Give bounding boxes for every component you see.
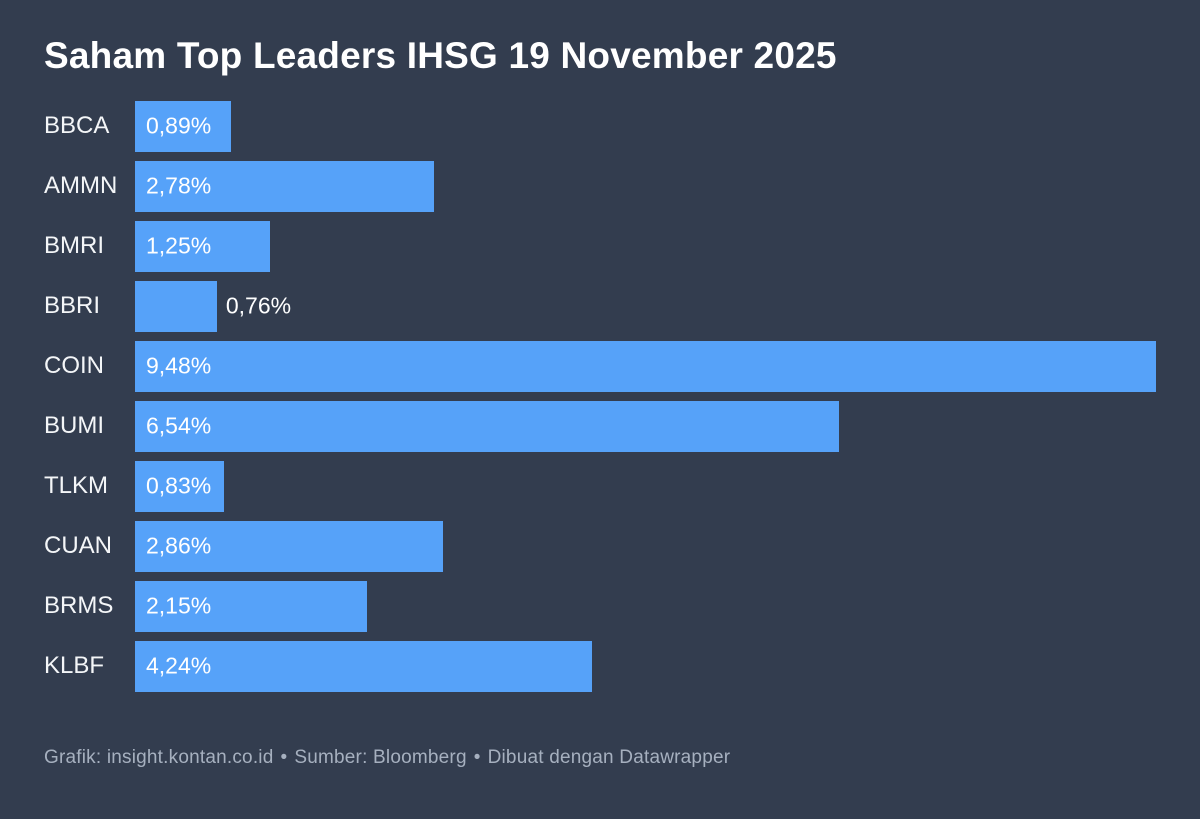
footer-separator: • xyxy=(280,747,288,768)
bar-value-label: 0,76% xyxy=(225,292,292,319)
footer-source: Sumber: Bloomberg xyxy=(294,747,467,768)
bar-track: 9,48% xyxy=(135,340,1156,392)
bar-category-label: BMRI xyxy=(44,232,104,260)
bar xyxy=(135,160,435,212)
bar-track: 6,54% xyxy=(135,400,1156,452)
chart-row: CUAN 2,86% xyxy=(44,520,1156,572)
bar-value-label: 9,48% xyxy=(146,352,212,379)
bar-category-label: COIN xyxy=(44,352,104,380)
bar-value-label: 2,78% xyxy=(146,172,212,199)
bar-category-label: KLBF xyxy=(44,652,105,680)
bar-category-label: CUAN xyxy=(44,532,113,560)
chart-row: KLBF 4,24% xyxy=(44,640,1156,692)
footer-tool: Dibuat dengan Datawrapper xyxy=(487,747,731,768)
bar-category-label: BBRI xyxy=(44,292,101,320)
bar-track: 2,86% xyxy=(135,520,1156,572)
bar xyxy=(135,640,592,692)
bar-value-label: 1,25% xyxy=(146,232,212,259)
bar-track: 4,24% xyxy=(135,640,1156,692)
footer-credit: Grafik: insight.kontan.co.id xyxy=(44,747,274,768)
bar-category-label: BBCA xyxy=(44,112,110,140)
chart-title: Saham Top Leaders IHSG 19 November 2025 xyxy=(44,35,837,76)
bar-value-label: 0,89% xyxy=(146,112,212,139)
chart-row: TLKM 0,83% xyxy=(44,460,1156,512)
bar-chart: BBCA 0,89% AMMN 2,78% BMRI 1,25% BBRI 0,76% COIN… xyxy=(44,100,1156,692)
bar-value-label: 2,15% xyxy=(146,592,212,619)
bar-category-label: AMMN xyxy=(44,172,118,200)
bar xyxy=(135,580,367,632)
chart-row: BRMS 2,15% xyxy=(44,580,1156,632)
bar xyxy=(135,520,444,572)
bar-value-label: 0,83% xyxy=(146,472,212,499)
bar xyxy=(135,100,231,152)
bar xyxy=(135,460,225,512)
bar-track: 2,15% xyxy=(135,580,1156,632)
bar xyxy=(135,400,840,452)
bar-category-label: BUMI xyxy=(44,412,104,440)
bar-track: 2,78% xyxy=(135,160,1156,212)
footer-separator: • xyxy=(473,747,481,768)
bar xyxy=(135,280,217,332)
bar-value-label: 2,86% xyxy=(146,532,212,559)
bar xyxy=(135,220,270,272)
bar-value-label: 6,54% xyxy=(146,412,212,439)
bar-track: 1,25% xyxy=(135,220,1156,272)
chart-row: BBRI 0,76% xyxy=(44,280,1156,332)
chart-row: BMRI 1,25% xyxy=(44,220,1156,272)
bar-track: 0,83% xyxy=(135,460,1156,512)
bar-category-label: BRMS xyxy=(44,592,114,620)
bar xyxy=(135,340,1156,392)
bar-category-label: TLKM xyxy=(44,472,109,500)
chart-row: AMMN 2,78% xyxy=(44,160,1156,212)
chart-row: COIN 9,48% xyxy=(44,340,1156,392)
bar-track: 0,76% xyxy=(135,280,1156,332)
chart-row: BBCA 0,89% xyxy=(44,100,1156,152)
bar-value-label: 4,24% xyxy=(146,652,212,679)
bar-track: 0,89% xyxy=(135,100,1156,152)
footer-credits: Grafik: insight.kontan.co.id • Sumber: Blo… xyxy=(44,747,730,769)
chart-row: BUMI 6,54% xyxy=(44,400,1156,452)
